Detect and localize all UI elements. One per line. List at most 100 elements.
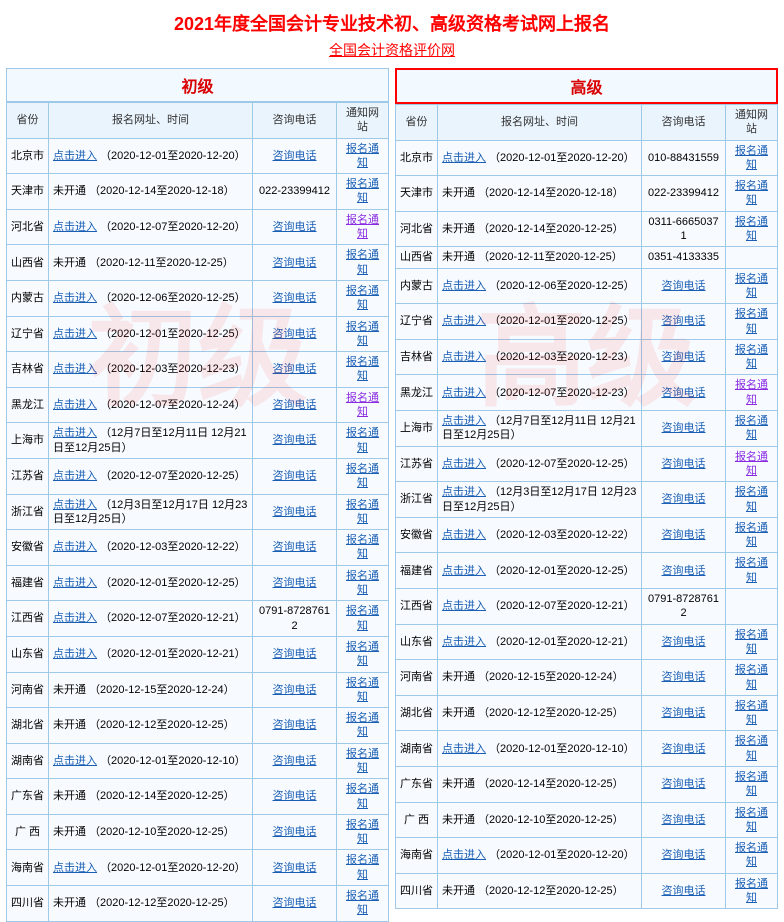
enter-link[interactable]: 点击进入 — [442, 387, 486, 399]
enter-link[interactable]: 点击进入 — [442, 600, 486, 612]
notice-link[interactable]: 报名通知 — [735, 180, 768, 206]
notice-link[interactable]: 报名通知 — [346, 356, 379, 382]
notice-link[interactable]: 报名通知 — [346, 712, 379, 738]
notice-link[interactable]: 报名通知 — [346, 427, 379, 453]
phone-link[interactable]: 咨询电话 — [273, 541, 317, 553]
notice-link[interactable]: 报名通知 — [735, 629, 768, 655]
enter-link[interactable]: 点击进入 — [53, 577, 97, 589]
enter-link[interactable]: 点击进入 — [53, 541, 97, 553]
phone-link[interactable]: 咨询电话 — [662, 387, 706, 399]
enter-link[interactable]: 点击进入 — [53, 612, 97, 624]
notice-link[interactable]: 报名通知 — [346, 605, 379, 631]
enter-link[interactable]: 点击进入 — [53, 399, 97, 411]
notice-link[interactable]: 报名通知 — [735, 771, 768, 797]
notice-link[interactable]: 报名通知 — [735, 842, 768, 868]
phone-link[interactable]: 咨询电话 — [273, 150, 317, 162]
enter-link[interactable]: 点击进入 — [442, 351, 486, 363]
enter-link[interactable]: 点击进入 — [53, 292, 97, 304]
phone-link[interactable]: 咨询电话 — [273, 719, 317, 731]
phone-link[interactable]: 咨询电话 — [273, 897, 317, 909]
notice-link[interactable]: 报名通知 — [346, 854, 379, 880]
enter-link[interactable]: 点击进入 — [53, 470, 97, 482]
notice-link[interactable]: 报名通知 — [735, 735, 768, 761]
phone-link[interactable]: 咨询电话 — [273, 363, 317, 375]
notice-link[interactable]: 报名通知 — [346, 890, 379, 916]
phone-link[interactable]: 咨询电话 — [273, 577, 317, 589]
notice-link[interactable]: 报名通知 — [346, 463, 379, 489]
enter-link[interactable]: 点击进入 — [53, 648, 97, 660]
enter-link[interactable]: 点击进入 — [442, 565, 486, 577]
notice-link[interactable]: 报名通知 — [735, 379, 768, 405]
notice-link[interactable]: 报名通知 — [735, 700, 768, 726]
enter-link[interactable]: 点击进入 — [53, 499, 97, 511]
enter-link[interactable]: 点击进入 — [53, 363, 97, 375]
phone-link[interactable]: 咨询电话 — [273, 648, 317, 660]
phone-link[interactable]: 咨询电话 — [273, 826, 317, 838]
phone-link[interactable]: 咨询电话 — [662, 671, 706, 683]
phone-link[interactable]: 咨询电话 — [662, 458, 706, 470]
notice-link[interactable]: 报名通知 — [735, 486, 768, 512]
notice-link[interactable]: 报名通知 — [346, 249, 379, 275]
phone-link[interactable]: 咨询电话 — [273, 470, 317, 482]
phone-link[interactable]: 咨询电话 — [273, 328, 317, 340]
phone-link[interactable]: 咨询电话 — [273, 506, 317, 518]
phone-link[interactable]: 咨询电话 — [662, 885, 706, 897]
notice-link[interactable]: 报名通知 — [735, 344, 768, 370]
phone-link[interactable]: 咨询电话 — [273, 790, 317, 802]
notice-link[interactable]: 报名通知 — [346, 819, 379, 845]
phone-link[interactable]: 咨询电话 — [273, 221, 317, 233]
notice-link[interactable]: 报名通知 — [735, 216, 768, 242]
enter-link[interactable]: 点击进入 — [442, 743, 486, 755]
notice-link[interactable]: 报名通知 — [346, 641, 379, 667]
phone-link[interactable]: 咨询电话 — [662, 315, 706, 327]
enter-link[interactable]: 点击进入 — [53, 862, 97, 874]
enter-link[interactable]: 点击进入 — [53, 755, 97, 767]
phone-link[interactable]: 咨询电话 — [662, 529, 706, 541]
notice-link[interactable]: 报名通知 — [346, 143, 379, 169]
phone-link[interactable]: 咨询电话 — [273, 434, 317, 446]
notice-link[interactable]: 报名通知 — [346, 783, 379, 809]
phone-link[interactable]: 咨询电话 — [273, 257, 317, 269]
subtitle-link[interactable]: 全国会计资格评价网 — [329, 42, 455, 58]
enter-link[interactable]: 点击进入 — [53, 150, 97, 162]
enter-link[interactable]: 点击进入 — [442, 486, 486, 498]
notice-link[interactable]: 报名通知 — [735, 145, 768, 171]
notice-link[interactable]: 报名通知 — [735, 557, 768, 583]
notice-link[interactable]: 报名通知 — [735, 664, 768, 690]
notice-link[interactable]: 报名通知 — [346, 534, 379, 560]
notice-link[interactable]: 报名通知 — [735, 273, 768, 299]
notice-link[interactable]: 报名通知 — [735, 807, 768, 833]
enter-link[interactable]: 点击进入 — [442, 280, 486, 292]
enter-link[interactable]: 点击进入 — [442, 152, 486, 164]
notice-link[interactable]: 报名通知 — [346, 285, 379, 311]
notice-link[interactable]: 报名通知 — [346, 499, 379, 525]
notice-link[interactable]: 报名通知 — [735, 451, 768, 477]
enter-link[interactable]: 点击进入 — [53, 221, 97, 233]
notice-link[interactable]: 报名通知 — [346, 677, 379, 703]
phone-link[interactable]: 咨询电话 — [662, 743, 706, 755]
phone-link[interactable]: 咨询电话 — [662, 636, 706, 648]
enter-link[interactable]: 点击进入 — [442, 315, 486, 327]
phone-link[interactable]: 咨询电话 — [662, 351, 706, 363]
enter-link[interactable]: 点击进入 — [442, 636, 486, 648]
notice-link[interactable]: 报名通知 — [735, 308, 768, 334]
phone-link[interactable]: 咨询电话 — [273, 399, 317, 411]
notice-link[interactable]: 报名通知 — [735, 878, 768, 904]
enter-link[interactable]: 点击进入 — [442, 529, 486, 541]
notice-link[interactable]: 报名通知 — [346, 178, 379, 204]
notice-link[interactable]: 报名通知 — [346, 214, 379, 240]
enter-link[interactable]: 点击进入 — [442, 849, 486, 861]
notice-link[interactable]: 报名通知 — [346, 748, 379, 774]
phone-link[interactable]: 咨询电话 — [662, 849, 706, 861]
notice-link[interactable]: 报名通知 — [735, 522, 768, 548]
phone-link[interactable]: 咨询电话 — [273, 292, 317, 304]
notice-link[interactable]: 报名通知 — [346, 321, 379, 347]
enter-link[interactable]: 点击进入 — [442, 415, 486, 427]
phone-link[interactable]: 咨询电话 — [662, 422, 706, 434]
phone-link[interactable]: 咨询电话 — [273, 862, 317, 874]
phone-link[interactable]: 咨询电话 — [662, 280, 706, 292]
enter-link[interactable]: 点击进入 — [442, 458, 486, 470]
notice-link[interactable]: 报名通知 — [346, 392, 379, 418]
enter-link[interactable]: 点击进入 — [53, 328, 97, 340]
phone-link[interactable]: 咨询电话 — [662, 565, 706, 577]
